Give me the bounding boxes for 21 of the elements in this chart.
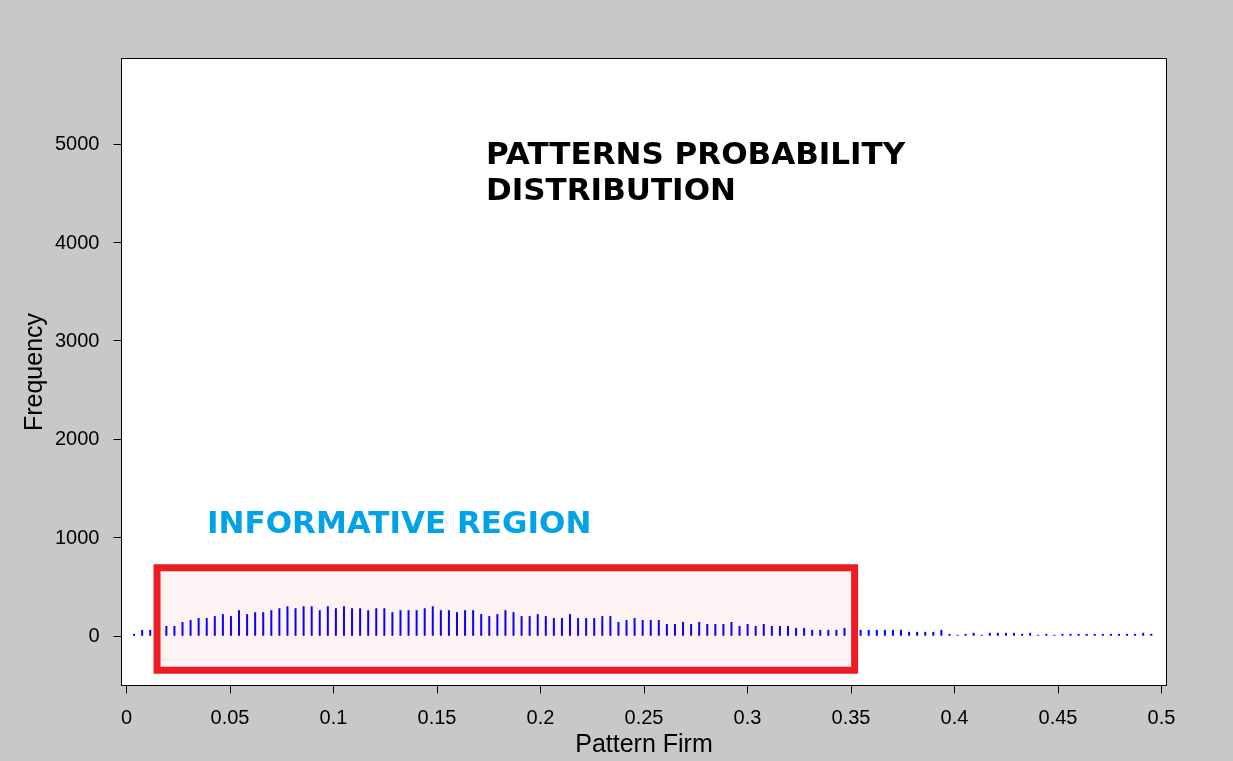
y-tick-label: 0 [88, 624, 100, 647]
y-tick-label: 1000 [55, 525, 100, 548]
x-tick-label: 0.1 [319, 705, 348, 728]
x-tick-label: 0.4 [940, 705, 969, 728]
x-tick-label: 0.2 [526, 705, 555, 728]
y-axis-title: Frequency [19, 312, 48, 432]
band-label: INFORMATIVE REGION [207, 503, 592, 540]
x-tick-label: 0.3 [733, 705, 762, 728]
x-tick-label: 0.35 [831, 705, 871, 728]
text: PATTERNS PROBABILITY DISTRIBUTION [486, 135, 906, 207]
y-tick-label: 4000 [55, 230, 100, 253]
x-tick-label: 0.45 [1038, 705, 1078, 728]
x-tick-label: 0 [120, 705, 133, 728]
y-tick-label: 5000 [55, 132, 100, 155]
x-tick-label: 0.05 [210, 705, 250, 728]
y-tick-label: 2000 [55, 427, 100, 450]
x-tick-label: 0.25 [624, 705, 664, 728]
x-tick-label: 0.15 [417, 705, 457, 728]
x-axis-title: Pattern Firm [575, 728, 713, 757]
x-tick-label: 0.5 [1147, 705, 1176, 728]
y-tick-label: 3000 [55, 328, 100, 351]
